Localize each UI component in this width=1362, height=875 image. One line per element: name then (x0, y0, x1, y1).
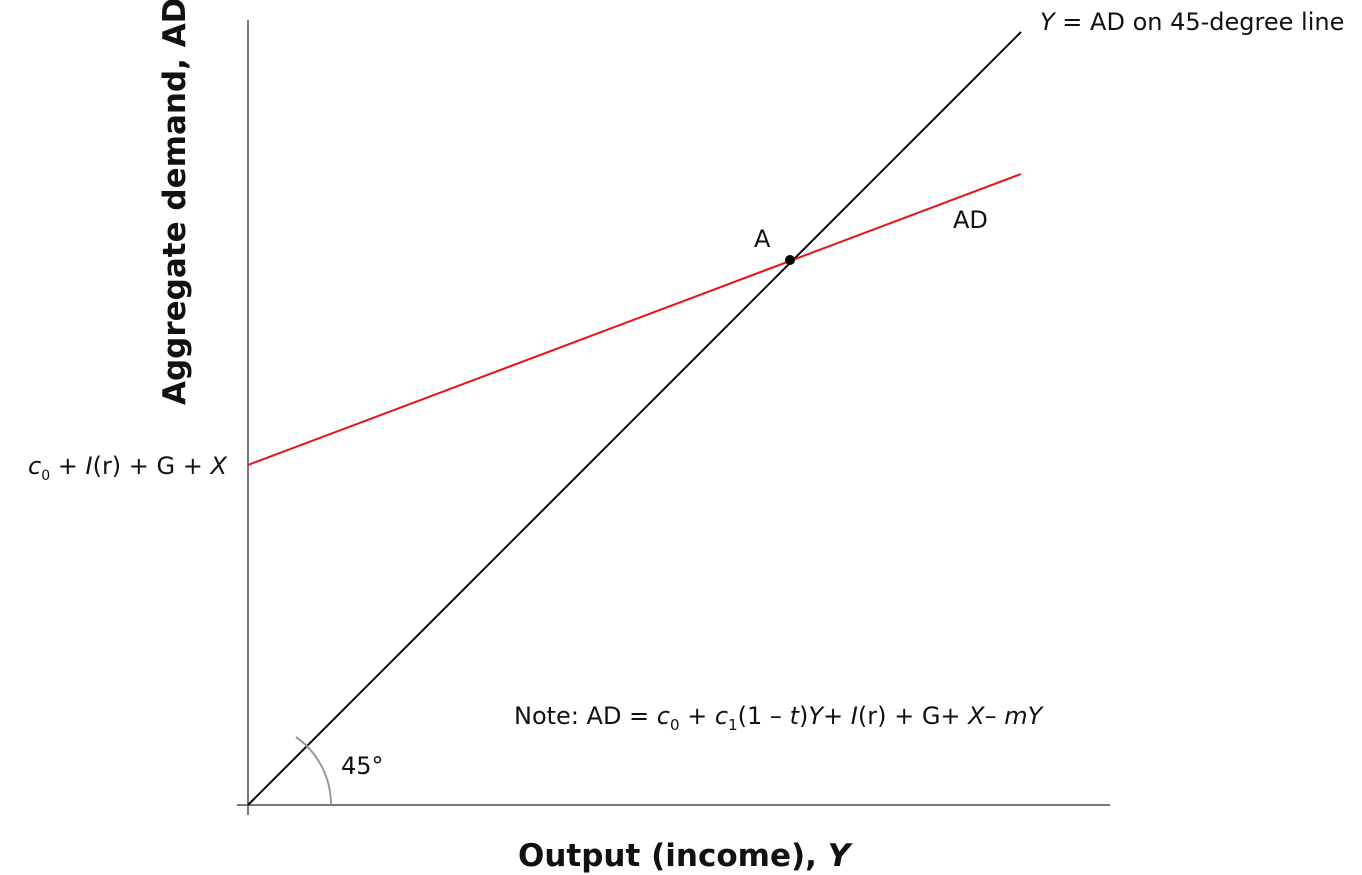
forty-five-line-label: Y = AD on 45-degree line (1040, 8, 1344, 36)
y-axis-title: Aggregate demand, AD (157, 0, 193, 405)
ad-equation-note: Note: AD = c0 + c1(1 – t)Y+ I(r) + G+ X–… (514, 702, 1045, 734)
ad-intercept-label: c0 + I(r) + G + X (28, 452, 228, 484)
x-axis-title: Output (income), Y (518, 838, 854, 874)
equilibrium-point-a (785, 255, 795, 265)
forty-five-degree-line (247, 31, 1022, 806)
angle-label: 45° (341, 752, 384, 780)
ad-line (247, 173, 1022, 466)
point-a-label: A (754, 225, 771, 253)
ad-line-label: AD (953, 206, 988, 234)
angle-arc (295, 736, 333, 806)
